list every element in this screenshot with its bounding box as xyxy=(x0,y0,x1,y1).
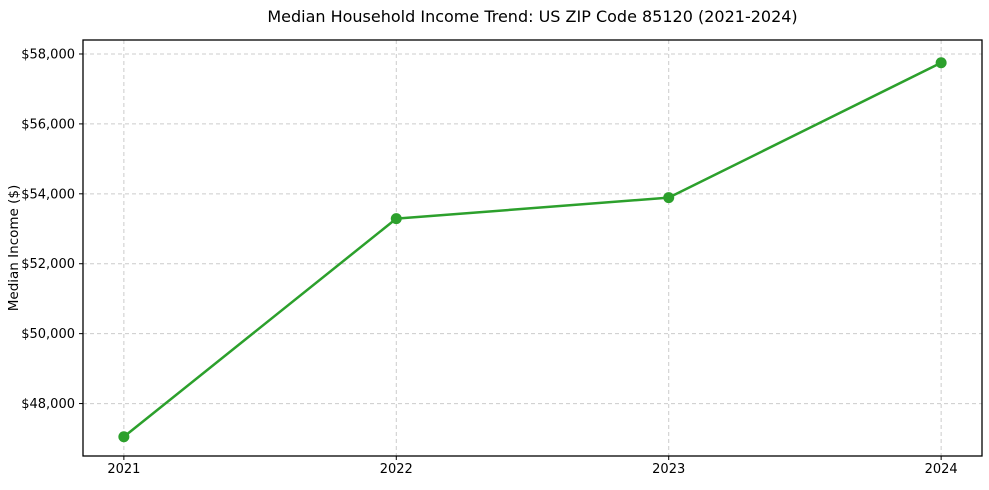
x-tick-label: 2022 xyxy=(380,462,413,477)
y-tick-label: $54,000 xyxy=(21,187,75,202)
x-tick-label: 2023 xyxy=(652,462,685,477)
y-tick-label: $58,000 xyxy=(21,47,75,62)
y-tick-label: $50,000 xyxy=(21,327,75,342)
y-tick-label: $56,000 xyxy=(21,117,75,132)
chart-title: Median Household Income Trend: US ZIP Co… xyxy=(267,7,798,26)
x-tick-label: 2024 xyxy=(925,462,958,477)
data-point-2024 xyxy=(935,57,947,69)
y-tick-label: $52,000 xyxy=(21,257,75,272)
data-point-2021 xyxy=(118,431,130,443)
plot-border xyxy=(82,39,983,457)
income-trend-line xyxy=(122,61,943,439)
y-tick-label: $48,000 xyxy=(21,397,75,412)
x-tick-label: 2021 xyxy=(107,462,140,477)
data-point-2022 xyxy=(390,213,402,225)
data-point-2023 xyxy=(663,192,675,204)
